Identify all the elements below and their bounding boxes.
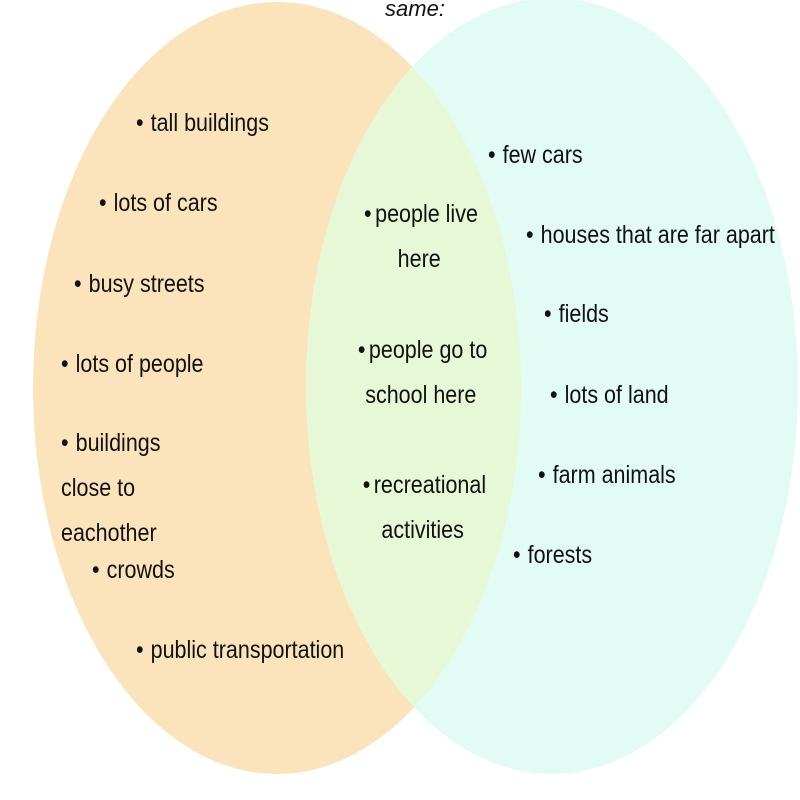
left-item: • busy streets — [74, 270, 205, 298]
right-item: • forests — [513, 541, 593, 569]
overlap-region — [306, 2, 521, 774]
both-item: • recreational activities — [362, 471, 487, 544]
left-item: • tall buildings — [136, 109, 269, 137]
left-item: • crowds — [92, 556, 175, 584]
left-item: • buildings close to eachother — [61, 429, 161, 547]
right-item: • houses that are far apart — [526, 221, 775, 249]
right-item: • fields — [544, 300, 609, 328]
both-item: • people go to school here — [357, 336, 488, 409]
right-item: • lots of land — [550, 381, 669, 409]
left-item: • lots of people — [61, 350, 204, 378]
same-label: same: — [385, 0, 445, 21]
left-item: • lots of cars — [99, 189, 218, 217]
left-item: • public transportation — [136, 636, 345, 664]
right-item: • farm animals — [538, 461, 676, 489]
right-item: • few cars — [488, 141, 583, 169]
both-item: • people live here — [364, 200, 478, 273]
